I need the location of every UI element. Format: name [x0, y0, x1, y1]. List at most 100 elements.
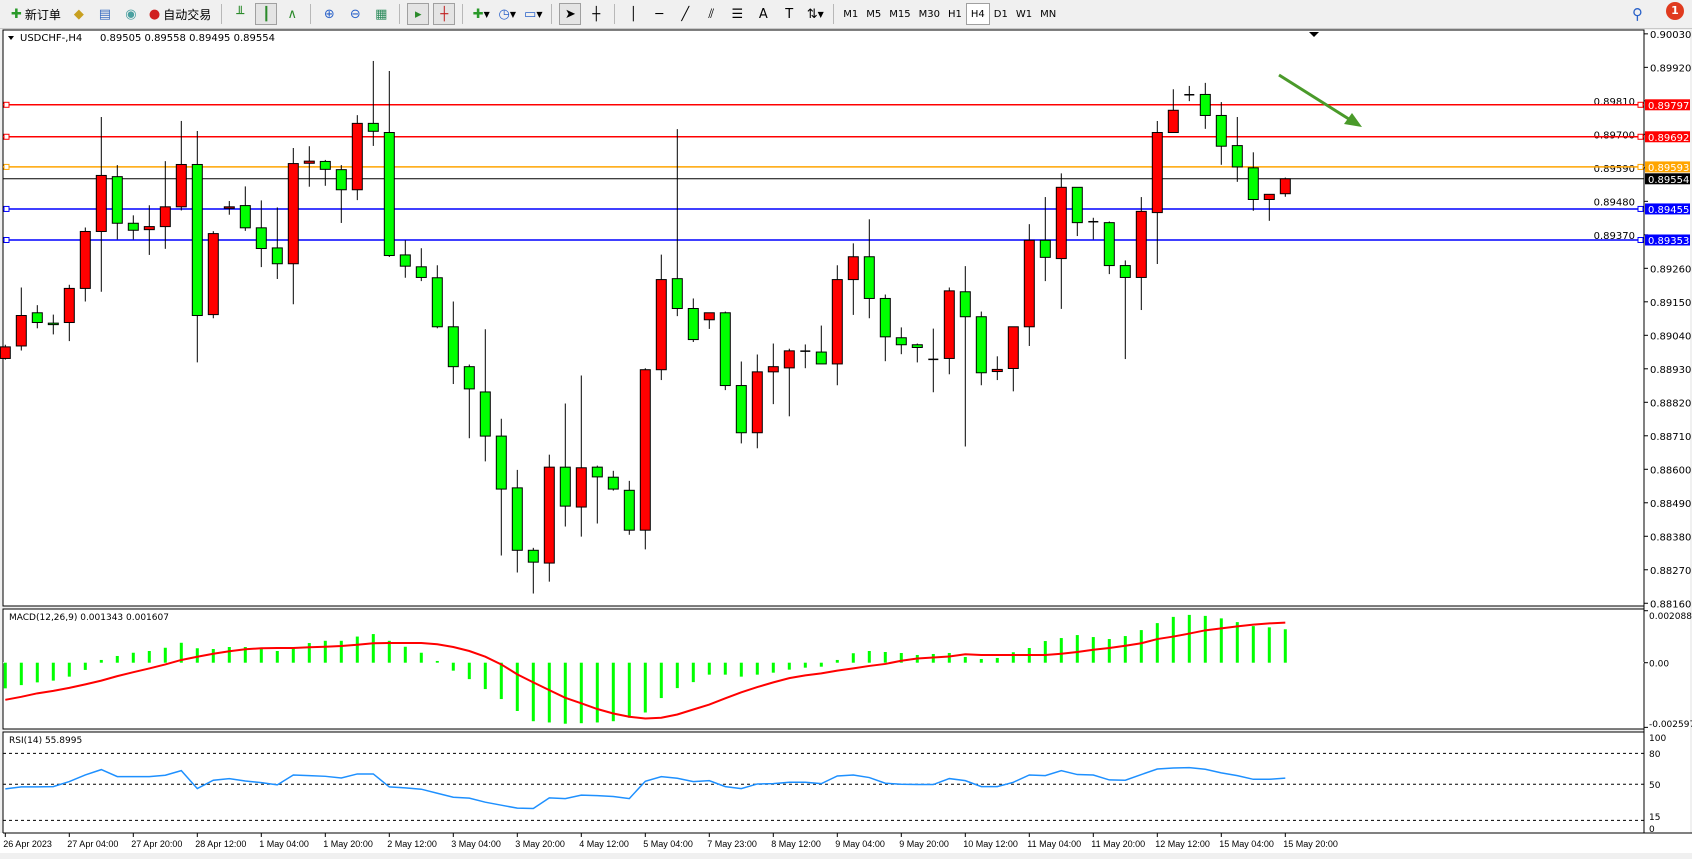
candle[interactable] [271, 207, 283, 279]
candle[interactable] [831, 265, 843, 386]
text-label-button[interactable]: T [778, 3, 800, 25]
level-handle-right[interactable] [1637, 163, 1644, 170]
candle[interactable] [95, 116, 107, 292]
candle[interactable] [607, 470, 619, 491]
candle[interactable] [575, 375, 587, 537]
candle[interactable] [495, 418, 507, 556]
candlestick-chart-button[interactable]: ┃ [255, 3, 278, 25]
main-chart-panel[interactable] [2, 29, 1645, 607]
candle[interactable] [1039, 197, 1051, 282]
timeframe-h1[interactable]: H1 [948, 8, 962, 20]
time-axis[interactable] [0, 833, 1692, 853]
candle[interactable] [943, 287, 955, 375]
candle[interactable] [207, 231, 219, 319]
candle[interactable] [63, 284, 75, 342]
candle[interactable] [175, 120, 187, 211]
timeframe-m15[interactable]: M15 [889, 8, 911, 20]
candle[interactable] [959, 266, 971, 447]
timeframe-m1[interactable]: M1 [843, 8, 859, 20]
templates-button[interactable]: ▭ ▼ [522, 3, 544, 25]
notification-badge[interactable]: 1 [1666, 2, 1684, 20]
level-handle-right[interactable] [1637, 133, 1644, 140]
candle[interactable] [287, 148, 299, 305]
level-handle-left[interactable] [3, 205, 10, 212]
candle[interactable] [719, 311, 731, 391]
zoom-in-button[interactable]: ⊕ [318, 3, 340, 25]
candle[interactable] [783, 348, 795, 417]
candle[interactable] [479, 329, 491, 462]
cursor-tool-button[interactable]: ➤ [559, 3, 582, 25]
timeframe-w1[interactable]: W1 [1015, 8, 1033, 20]
candle[interactable] [1088, 217, 1099, 240]
zoom-out-button[interactable]: ⊖ [344, 3, 366, 25]
text-tool-button[interactable]: A [752, 3, 774, 25]
timeframe-m30[interactable]: M30 [918, 8, 940, 20]
candle[interactable] [623, 480, 635, 535]
candle[interactable] [527, 547, 539, 594]
candle[interactable] [1055, 173, 1067, 309]
candle[interactable] [975, 311, 987, 386]
candle[interactable] [159, 161, 171, 249]
candle[interactable] [1167, 89, 1179, 134]
equidistant-channel-button[interactable]: ⫽ [700, 3, 722, 25]
timeframe-mn[interactable]: MN [1040, 8, 1057, 20]
macd-panel[interactable] [2, 608, 1645, 730]
candle[interactable] [1184, 85, 1195, 102]
candle[interactable] [1215, 102, 1227, 165]
vertical-line-button[interactable]: │ [622, 3, 644, 25]
candle[interactable] [559, 403, 571, 527]
candle[interactable] [319, 159, 331, 186]
candle[interactable] [239, 186, 251, 231]
annotation-arrow-line[interactable] [1278, 73, 1353, 123]
navigator-button[interactable]: ▤ [94, 3, 116, 25]
candle[interactable] [1135, 197, 1147, 311]
candle[interactable] [911, 343, 923, 363]
search-icon[interactable]: ⚲ [1632, 5, 1643, 23]
candle[interactable] [447, 301, 459, 385]
fibonacci-button[interactable]: ☰ [726, 3, 748, 25]
candle[interactable] [191, 130, 203, 363]
candle[interactable] [47, 314, 59, 335]
candle[interactable] [511, 469, 523, 573]
candle[interactable] [543, 454, 555, 582]
candle[interactable] [15, 287, 27, 351]
candle[interactable] [847, 243, 859, 315]
candle[interactable] [1151, 120, 1163, 265]
candle[interactable] [335, 165, 347, 223]
timeframe-m5[interactable]: M5 [866, 8, 882, 20]
candle[interactable] [735, 361, 747, 444]
candle[interactable] [1199, 82, 1211, 129]
candle[interactable] [671, 129, 683, 317]
level-handle-right[interactable] [1637, 101, 1644, 108]
candle[interactable] [79, 227, 91, 302]
chart-shift-button[interactable]: ┼ [433, 3, 456, 25]
candle[interactable] [351, 115, 363, 201]
new-order-button[interactable]: ✚ 新订单 [8, 3, 64, 25]
auto-trading-button[interactable]: ● 自动交易 [146, 3, 214, 25]
candle[interactable] [127, 215, 139, 240]
bar-chart-button[interactable]: ╨ [229, 3, 251, 25]
candle[interactable] [111, 165, 123, 240]
timeframe-d1[interactable]: D1 [993, 8, 1008, 20]
market-watch-button[interactable]: ◆ [68, 3, 90, 25]
candle[interactable] [415, 248, 427, 282]
candle[interactable] [591, 465, 603, 524]
arrows-button[interactable]: ⇅ ▼ [804, 3, 826, 25]
level-handle-left[interactable] [3, 163, 10, 170]
candle[interactable] [767, 343, 779, 405]
indicators-button[interactable]: ✚ ▼ [470, 3, 492, 25]
level-handle-left[interactable] [3, 133, 10, 140]
candle[interactable] [639, 368, 651, 550]
timeframe-h4[interactable]: H4 [965, 3, 990, 25]
candle[interactable] [1263, 193, 1275, 221]
candle[interactable] [1119, 260, 1131, 360]
candle[interactable] [255, 200, 267, 268]
level-handle-left[interactable] [3, 236, 10, 243]
candle[interactable] [991, 356, 1003, 381]
chart-shift-marker[interactable] [1309, 32, 1319, 37]
candle[interactable] [463, 364, 475, 439]
level-handle-left[interactable] [3, 101, 10, 108]
tile-windows-button[interactable]: ▦ [370, 3, 392, 25]
level-handle-right[interactable] [1637, 236, 1644, 243]
